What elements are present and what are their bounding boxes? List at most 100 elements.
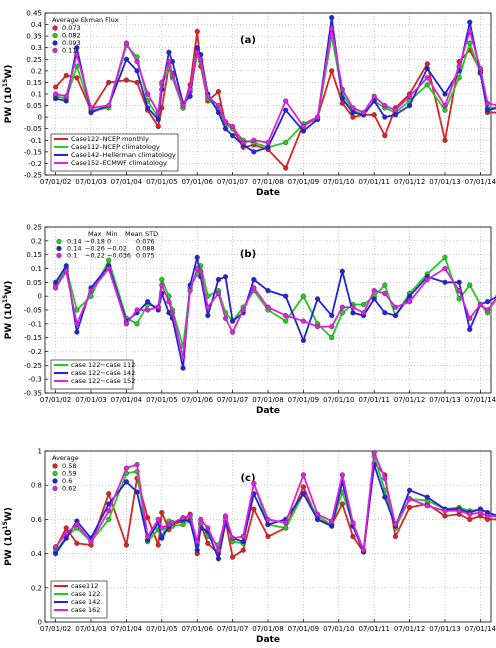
x-tick-label: 07/01/12 [394,625,425,633]
data-point [194,45,200,51]
data-point [251,480,257,487]
data-point [53,84,59,90]
data-point [314,114,321,120]
data-point [198,268,204,274]
y-tick-label: -0.15 [24,334,42,342]
marker-legend-header: STD [145,230,158,238]
data-point [382,494,388,500]
y-tick-label: -0.25 [24,362,42,370]
data-point [371,288,377,294]
data-point [350,105,356,111]
data-point [63,535,69,541]
data-point [467,326,473,332]
panel-label: (c) [240,473,255,484]
data-point [194,49,200,55]
data-point [283,520,289,526]
data-point [300,472,306,478]
data-point [329,312,335,319]
x-tick-label: 07/01/11 [358,396,389,404]
data-point [194,547,200,553]
data-point [74,52,80,58]
data-point [484,307,491,313]
data-point [424,75,430,81]
y-tick-label: 0.2 [31,584,42,592]
data-point [392,304,399,310]
data-point [63,93,69,99]
data-point [329,15,335,21]
x-axis-label: Date [256,188,280,198]
data-point [442,279,448,285]
x-tick-label: 07/01/03 [75,396,106,404]
x-tick-label: 07/01/10 [323,178,354,186]
data-point [382,102,388,109]
marker-legend-value: 0.088 [136,245,155,253]
data-point [230,133,236,139]
plot-frame [44,450,492,623]
data-point [155,516,161,523]
data-point [134,79,140,86]
y-axis-label: PW (1015W) [2,281,14,340]
data-point [484,299,491,305]
series-line-1 [54,460,496,559]
marker-legend-value: 0.073 [62,24,81,32]
data-point [134,307,140,313]
data-point [251,149,257,155]
data-point [123,479,130,485]
x-tick-label: 07/01/09 [288,396,319,404]
data-point [371,93,377,99]
y-tick-label: 0.1 [31,91,42,99]
x-tick-label: 07/01/02 [40,396,71,404]
marker-legend-value: −0.02 [107,245,127,253]
panel-label: (b) [240,249,256,260]
data-point [198,516,204,523]
data-point [382,133,388,139]
data-point [467,282,473,288]
panel-label: (a) [240,35,256,46]
y-tick-label: 0.3 [31,44,42,52]
data-point [314,511,321,517]
data-point [159,525,165,531]
chart-panel-2: -0.35 -0.3 -0.25 -0.2 -0.15 -0.1 -0.05 0 0.05 0.1… [2,224,496,416]
x-tick-label: 07/01/06 [181,625,213,633]
y-axis-label: PW (1015W) [2,507,14,566]
data-point [106,79,112,86]
data-point [456,508,462,514]
legend-label: case 122−case 152 [71,377,135,385]
data-point [155,123,161,130]
x-tick-label: 07/01/02 [40,178,71,186]
marker-legend-title: Average [52,454,79,462]
marker-legend-value: 0.58 [62,462,76,470]
marker-legend-swatch [56,252,62,259]
data-point [406,93,413,99]
data-point [240,307,246,313]
x-tick-label: 07/01/13 [429,178,460,186]
x-tick-label: 07/01/08 [252,396,283,404]
marker-legend-swatch [52,47,58,54]
data-point [155,542,161,548]
x-tick-label: 07/01/04 [111,396,143,404]
data-point [106,265,112,272]
y-tick-label: -0.35 [24,390,42,398]
legend-label: Case122–NCEP monthly [71,135,149,143]
data-point [442,102,448,109]
marker-legend-value: 0.1 [67,252,77,260]
data-point [230,554,236,560]
data-point [371,450,377,456]
data-point [74,75,80,81]
data-point [392,112,399,118]
data-point [406,299,413,305]
data-point [74,45,80,51]
series-line-3 [54,266,496,358]
data-point [300,123,306,130]
data-point [265,288,271,294]
data-point [350,533,356,540]
y-tick-label: -0.2 [28,348,42,356]
marker-legend-header: Max [88,230,102,238]
x-tick-label: 07/01/10 [323,396,354,404]
x-tick-label: 07/01/11 [358,178,389,186]
data-point [392,312,399,319]
data-point [339,268,345,274]
data-point [442,265,448,272]
marker-legend-swatch [56,245,62,252]
data-point [159,282,165,288]
